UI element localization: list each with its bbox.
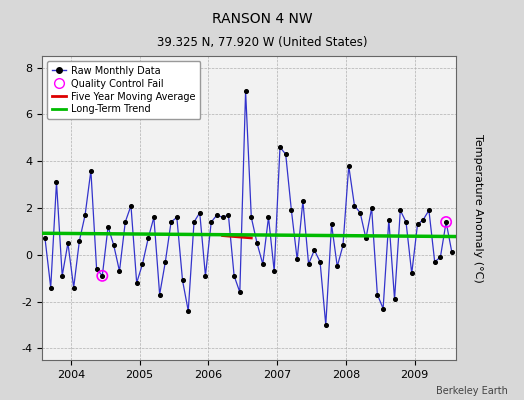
- Point: [92, 266, 101, 272]
- Point: [98, 273, 106, 279]
- Point: [172, 214, 181, 220]
- Point: [259, 261, 267, 267]
- Text: RANSON 4 NW: RANSON 4 NW: [212, 12, 312, 26]
- Point: [156, 291, 164, 298]
- Legend: Raw Monthly Data, Quality Control Fail, Five Year Moving Average, Long-Term Tren: Raw Monthly Data, Quality Control Fail, …: [47, 61, 201, 119]
- Point: [195, 210, 204, 216]
- Y-axis label: Temperature Anomaly (°C): Temperature Anomaly (°C): [473, 134, 483, 282]
- Point: [144, 235, 152, 242]
- Point: [207, 219, 215, 225]
- Point: [58, 273, 67, 279]
- Point: [385, 216, 393, 223]
- Point: [236, 289, 244, 295]
- Point: [41, 235, 49, 242]
- Point: [350, 202, 358, 209]
- Point: [70, 284, 78, 291]
- Point: [293, 256, 301, 263]
- Point: [408, 270, 416, 277]
- Point: [362, 235, 370, 242]
- Point: [396, 207, 405, 214]
- Point: [447, 249, 456, 256]
- Point: [224, 212, 233, 218]
- Point: [242, 88, 250, 94]
- Point: [104, 224, 112, 230]
- Point: [367, 205, 376, 211]
- Point: [442, 219, 450, 225]
- Point: [339, 242, 347, 249]
- Point: [201, 273, 210, 279]
- Point: [299, 198, 307, 204]
- Point: [178, 277, 187, 284]
- Point: [150, 214, 158, 220]
- Point: [373, 291, 381, 298]
- Point: [138, 261, 147, 267]
- Point: [47, 284, 55, 291]
- Point: [52, 179, 61, 186]
- Point: [390, 296, 399, 302]
- Point: [431, 258, 439, 265]
- Point: [121, 219, 129, 225]
- Point: [310, 247, 319, 253]
- Point: [316, 258, 324, 265]
- Point: [276, 144, 284, 150]
- Point: [419, 216, 428, 223]
- Point: [98, 273, 106, 279]
- Point: [219, 214, 227, 220]
- Point: [270, 268, 278, 274]
- Point: [133, 280, 141, 286]
- Point: [436, 254, 444, 260]
- Point: [167, 219, 175, 225]
- Point: [213, 212, 221, 218]
- Point: [442, 219, 450, 225]
- Point: [81, 212, 89, 218]
- Point: [287, 207, 296, 214]
- Point: [425, 207, 433, 214]
- Point: [328, 221, 336, 228]
- Point: [264, 214, 272, 220]
- Point: [230, 273, 238, 279]
- Text: 39.325 N, 77.920 W (United States): 39.325 N, 77.920 W (United States): [157, 36, 367, 49]
- Point: [304, 261, 313, 267]
- Point: [161, 258, 170, 265]
- Point: [402, 219, 410, 225]
- Point: [127, 202, 135, 209]
- Point: [322, 322, 330, 328]
- Point: [115, 268, 124, 274]
- Point: [253, 240, 261, 246]
- Text: Berkeley Earth: Berkeley Earth: [436, 386, 508, 396]
- Point: [64, 240, 72, 246]
- Point: [281, 151, 290, 158]
- Point: [86, 167, 95, 174]
- Point: [184, 308, 192, 314]
- Point: [110, 242, 118, 249]
- Point: [356, 210, 364, 216]
- Point: [190, 219, 198, 225]
- Point: [379, 305, 387, 312]
- Point: [247, 214, 256, 220]
- Point: [413, 221, 422, 228]
- Point: [333, 263, 342, 270]
- Point: [345, 163, 353, 169]
- Point: [75, 238, 84, 244]
